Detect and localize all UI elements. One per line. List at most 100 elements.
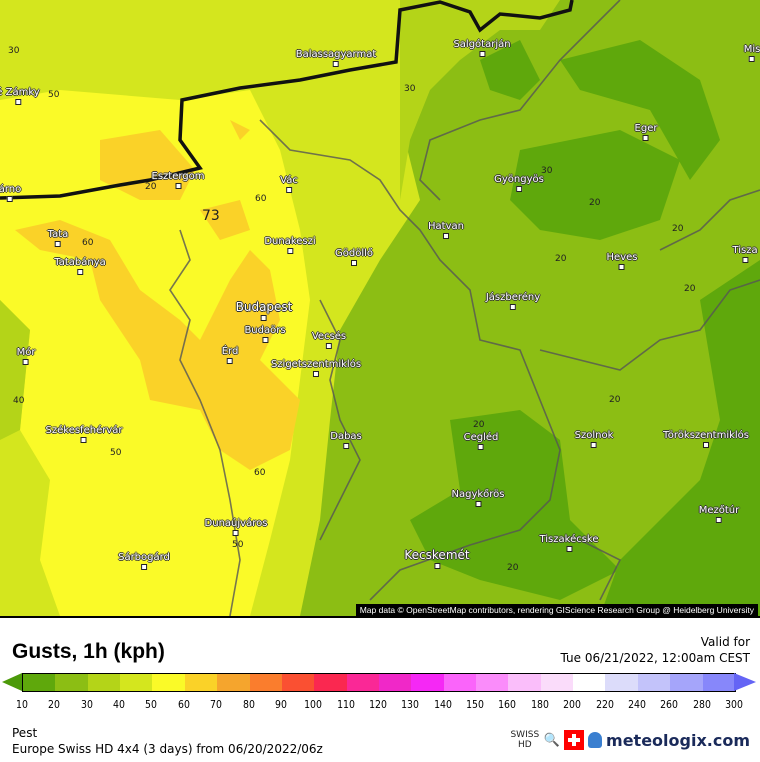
tick-label: 300 — [725, 698, 743, 711]
city-label: Szigetszentmiklós — [270, 359, 362, 377]
region-name: Pest — [12, 726, 38, 740]
city-label: Mis — [743, 44, 760, 62]
city-label: Mór — [16, 347, 36, 365]
city-label: Gödöllő — [334, 248, 374, 266]
tick-label: 140 — [433, 698, 452, 711]
contour-label: 50 — [232, 540, 244, 550]
city-label: Szolnok — [574, 430, 614, 448]
contour-label: 50 — [48, 90, 60, 100]
city-label: Cegléd — [463, 432, 499, 450]
field-30-40 — [0, 0, 560, 440]
tick-label: 100 — [304, 698, 323, 711]
color-swatch — [637, 674, 671, 691]
contour-label: 30 — [404, 84, 416, 94]
color-swatch — [87, 674, 121, 691]
tick-label: 40 — [113, 698, 126, 711]
city-label: Tatabánya — [54, 257, 106, 275]
color-swatch — [314, 674, 347, 691]
color-swatch — [378, 674, 412, 691]
city-label: Jászberény — [485, 292, 541, 310]
tick-label: 60 — [177, 698, 190, 711]
tick-label: 180 — [530, 698, 549, 711]
color-swatch — [152, 674, 185, 691]
city-label: Gyöngyös — [494, 174, 544, 192]
city-label: é Zámky — [0, 87, 40, 105]
city-label: Kecskemét — [404, 548, 470, 569]
color-swatch — [346, 674, 379, 691]
color-swatch — [476, 674, 509, 691]
tick-label: 150 — [466, 698, 485, 711]
tick-label: 50 — [145, 698, 158, 711]
contour-label: 40 — [13, 396, 25, 406]
contour-label: 20 — [507, 563, 519, 573]
city-label: Eger — [634, 123, 658, 141]
color-swatch — [249, 674, 282, 691]
color-scale-bar — [22, 673, 736, 692]
color-swatch — [443, 674, 477, 691]
city-label: Vecsés — [311, 331, 347, 349]
city-label: Mezőtúr — [698, 505, 740, 523]
color-swatch — [702, 674, 735, 691]
city-label: Sárbogárd — [118, 552, 170, 570]
gust-map[interactable]: Balassagyarmat Salgótarján Mis é Zámky E… — [0, 0, 760, 616]
contour-label: 20 — [555, 254, 567, 264]
contour-label: 73 — [202, 208, 220, 224]
tick-label: 110 — [336, 698, 355, 711]
contour-label: 20 — [672, 224, 684, 234]
city-label: Salgótarján — [453, 39, 511, 57]
tick-label: 120 — [369, 698, 387, 711]
contour-label: 60 — [255, 194, 267, 204]
city-label: Tiszakécske — [539, 534, 599, 552]
city-label: Tata — [47, 229, 69, 247]
tick-label: 70 — [210, 698, 223, 711]
tick-label: 130 — [401, 698, 420, 711]
contour-label: 30 — [8, 46, 20, 56]
tick-label: 220 — [595, 698, 614, 711]
city-label: Nagykőrös — [451, 489, 505, 507]
contour-label: 20 — [473, 420, 485, 430]
city-label: árno — [0, 184, 22, 202]
meteologix-logo-icon — [588, 732, 603, 748]
map-fields — [0, 0, 760, 616]
color-swatch — [411, 674, 444, 691]
color-swatch — [508, 674, 541, 691]
tick-label: 10 — [16, 698, 28, 711]
tick-label: 30 — [80, 698, 93, 711]
city-label: Heves — [606, 252, 638, 270]
tick-label: 240 — [627, 698, 646, 711]
color-swatch — [540, 674, 574, 691]
city-label: Hatvan — [428, 221, 464, 239]
brand-logos[interactable]: SWISS HD 🔍 meteologix.com — [510, 730, 750, 750]
valid-time: Tue 06/21/2022, 12:00am CEST — [560, 651, 750, 665]
city-label: Dunakeszi — [264, 236, 316, 254]
valid-label: Valid for — [700, 635, 750, 649]
brand-name: meteologix.com — [606, 730, 750, 750]
county-boundaries — [169, 0, 760, 616]
city-label: Balassagyarmat — [295, 49, 377, 67]
legend-above-arrow — [734, 673, 756, 691]
swiss-flag-icon — [564, 730, 585, 750]
color-scale-ticks: 10 20 30 40 50 60 70 80 90 100 110 120 130 140 150 160 1… — [0, 698, 760, 712]
valid-time-block: Valid for Tue 06/21/2022, 12:00am CEST — [561, 634, 750, 666]
tick-label: 90 — [274, 698, 287, 711]
contour-label: 30 — [541, 166, 553, 176]
magnifier-icon: 🔍 — [543, 732, 561, 748]
color-swatch — [120, 674, 153, 691]
city-label: Érd — [221, 346, 239, 364]
city-label: Budapest — [235, 300, 293, 321]
city-label: Dabas — [330, 431, 362, 449]
legend-panel: Gusts, 1h (kph) Valid for Tue 06/21/2022… — [0, 616, 760, 762]
color-swatch — [23, 674, 56, 691]
field-10-20 — [410, 40, 760, 616]
contour-label: 20 — [684, 284, 696, 294]
contour-label: 50 — [110, 448, 122, 458]
color-swatch — [217, 674, 250, 691]
contour-label: 20 — [145, 182, 157, 192]
contour-label: 60 — [82, 238, 94, 248]
tick-label: 80 — [242, 698, 255, 711]
model-info: Europe Swiss HD 4x4 (3 days) from 06/20/… — [12, 742, 323, 756]
city-label: Székesfehérvár — [45, 425, 123, 443]
swiss-hd-label: SWISS HD — [510, 730, 540, 750]
city-label: Dunaújváros — [204, 518, 268, 536]
color-swatch — [281, 674, 315, 691]
